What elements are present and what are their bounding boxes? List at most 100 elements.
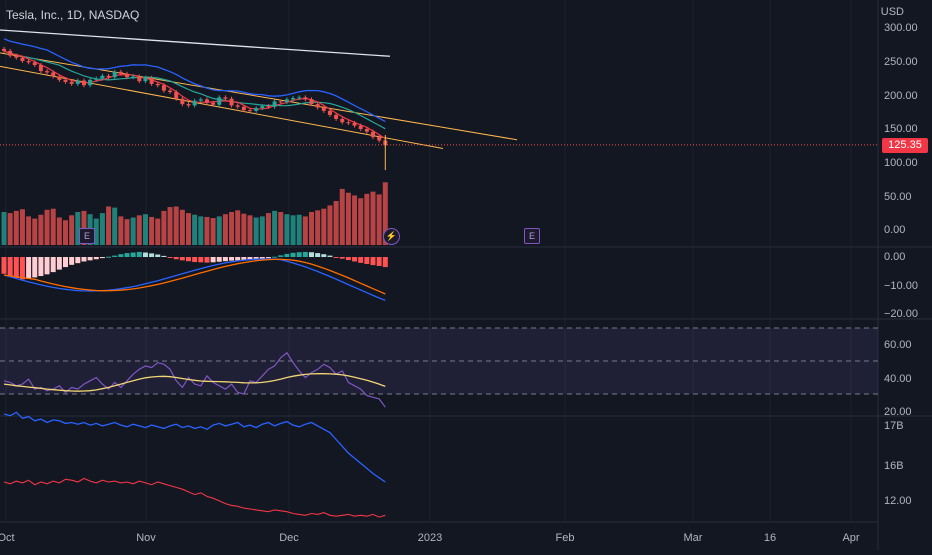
macd-hist-53 [327, 255, 333, 257]
earnings-marker-icon[interactable]: E [79, 228, 95, 244]
candle-body-26 [161, 85, 166, 91]
macd-hist-27 [167, 257, 173, 258]
ma-long-line [0, 29, 391, 57]
macd-hist-61 [376, 257, 382, 266]
macd-hist-36 [222, 257, 228, 262]
macd-hist-9 [56, 257, 62, 270]
volume-bar-43 [265, 213, 271, 245]
candle-body-37 [229, 98, 234, 106]
macd-hist-52 [321, 254, 327, 257]
time-axis-label-0: Oct [0, 532, 15, 544]
volume-bar-26 [161, 210, 167, 245]
candle-body-43 [266, 106, 271, 108]
volume-bar-37 [229, 212, 235, 245]
symbol-title[interactable]: Tesla, Inc., 1D, NASDAQ [6, 8, 140, 22]
price-axis-label-5: 50.00 [884, 191, 912, 203]
volume-bar-34 [210, 218, 216, 245]
price-axis-label-1: 250.00 [884, 56, 918, 68]
volume-bar-60 [370, 191, 376, 245]
channel-lower-line [0, 65, 444, 150]
volume-bar-62 [382, 182, 388, 245]
volume-bar-58 [358, 198, 364, 245]
macd-hist-28 [173, 257, 179, 260]
time-axis-label-4: Feb [556, 532, 575, 544]
macd-hist-41 [253, 257, 259, 260]
macd-hist-26 [161, 255, 167, 257]
macd-hist-11 [69, 257, 75, 265]
volume-bar-11 [69, 215, 75, 245]
candle-body-27 [168, 90, 173, 92]
earnings-marker-icon-future[interactable]: E [524, 228, 540, 244]
macd-hist-25 [155, 254, 161, 257]
candle-body-42 [260, 106, 265, 109]
volume-bar-56 [345, 192, 351, 245]
time-axis-label-2: Dec [279, 532, 299, 544]
candle-body-35 [217, 97, 222, 105]
price-axis-label-0: 300.00 [884, 22, 918, 34]
channel-upper-line [0, 52, 518, 141]
macd-hist-19 [118, 254, 124, 257]
volume-bar-3 [19, 209, 25, 245]
macd-hist-8 [50, 257, 56, 273]
candle-body-3 [20, 57, 25, 61]
candle-body-2 [14, 55, 19, 58]
candle-body-54 [334, 114, 339, 119]
macd-hist-55 [339, 257, 345, 259]
split-event-icon[interactable]: ⚡ [383, 228, 400, 245]
time-axis-label-6: 16 [764, 532, 776, 544]
macd-hist-22 [136, 251, 142, 257]
macd-hist-47 [290, 252, 296, 257]
volume-bar-2 [13, 210, 19, 245]
macd-hist-14 [87, 257, 93, 261]
volume-bar-24 [149, 216, 155, 245]
candle-body-52 [321, 107, 326, 111]
volume-bar-4 [26, 216, 32, 245]
volume-bar-48 [296, 214, 302, 245]
candle-body-19 [118, 71, 123, 74]
volume-bar-12 [75, 212, 81, 245]
candle-body-28 [174, 91, 179, 99]
macd-hist-0 [1, 257, 7, 274]
macd-hist-33 [204, 257, 210, 263]
macd-line [3, 258, 386, 302]
signal-line [3, 258, 386, 295]
macd-axis-label-1: −10.00 [884, 280, 918, 292]
candle-body-41 [254, 108, 259, 111]
candle-body-12 [75, 80, 80, 84]
ma-mid-line [3, 50, 386, 130]
candle-body-61 [377, 137, 382, 141]
volume-bar-36 [222, 214, 228, 245]
volume-bar-25 [155, 218, 161, 245]
volume-bar-23 [142, 214, 148, 245]
candle-body-38 [235, 105, 240, 107]
volume-bar-59 [364, 193, 370, 245]
macd-hist-3 [19, 257, 25, 280]
volume-bar-45 [278, 212, 284, 245]
macd-hist-38 [235, 257, 241, 261]
volume-bar-50 [309, 212, 314, 245]
ma-fast-line [3, 50, 386, 140]
macd-hist-37 [229, 257, 235, 261]
macd-hist-15 [93, 257, 99, 260]
volume-bar-32 [198, 216, 204, 245]
volume-bar-27 [167, 207, 173, 245]
candle-body-24 [149, 77, 154, 84]
candle-body-29 [180, 98, 185, 105]
volume-bar-39 [241, 213, 247, 245]
candle-body-33 [204, 99, 209, 103]
volume-bar-40 [247, 215, 253, 245]
candle-body-46 [284, 99, 289, 103]
candle-body-8 [51, 72, 56, 77]
candle-body-56 [346, 122, 351, 124]
macd-hist-42 [259, 257, 265, 259]
volume-bar-53 [327, 205, 333, 245]
ind-axis-label-1: 16B [884, 460, 904, 472]
macd-hist-44 [272, 256, 278, 258]
volume-bar-61 [376, 194, 382, 245]
macd-hist-58 [358, 257, 364, 263]
candle-body-40 [248, 110, 252, 112]
candle-body-49 [303, 97, 308, 100]
volume-bar-17 [106, 206, 112, 245]
